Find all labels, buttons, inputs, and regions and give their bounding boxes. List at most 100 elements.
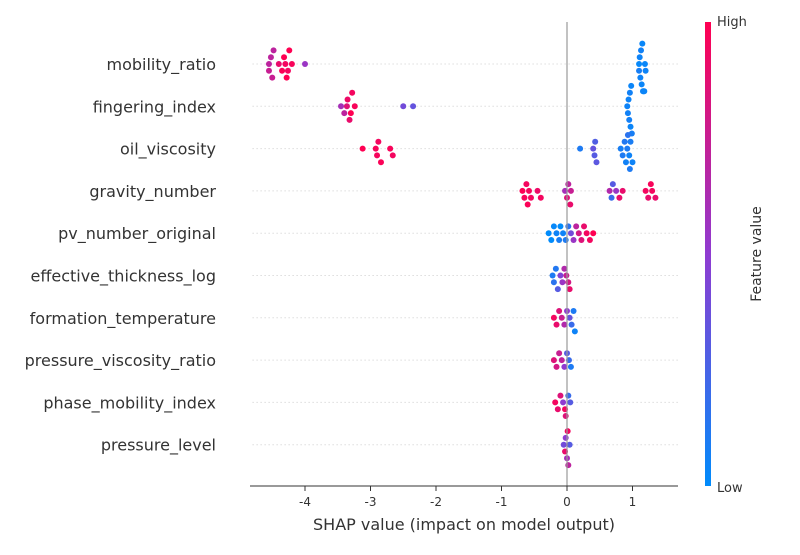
shap-point xyxy=(641,88,648,95)
shap-point xyxy=(519,187,526,194)
shap-point xyxy=(609,181,616,188)
shap-point xyxy=(563,272,570,279)
feature-label: fingering_index xyxy=(93,97,216,117)
shap-point xyxy=(591,152,598,159)
shap-point xyxy=(639,40,646,47)
shap-point xyxy=(647,181,654,188)
feature-label: oil_viscosity xyxy=(120,140,216,160)
shap-point xyxy=(622,159,629,166)
shap-point xyxy=(566,314,573,321)
shap-point xyxy=(565,392,572,399)
shap-point xyxy=(573,223,580,230)
shap-point xyxy=(302,61,308,67)
shap-point xyxy=(638,81,645,88)
shap-point xyxy=(652,194,659,201)
shap-point xyxy=(279,67,286,74)
x-axis: -4 -3 -2 -1 0 1 xyxy=(250,485,678,509)
x-tick-label: 0 xyxy=(563,495,571,509)
feature-label: gravity_number xyxy=(89,182,216,202)
shap-point xyxy=(592,138,599,145)
shap-point xyxy=(617,145,624,152)
shap-point xyxy=(286,47,293,54)
shap-point xyxy=(624,132,631,138)
shap-point xyxy=(645,194,652,201)
shap-point xyxy=(575,230,582,237)
shap-point xyxy=(558,314,565,321)
feature-label: mobility_ratio xyxy=(107,55,217,75)
shap-point xyxy=(557,223,564,230)
shap-point xyxy=(562,434,569,441)
shap-point xyxy=(586,237,593,243)
shap-point xyxy=(556,237,563,243)
shap-point xyxy=(554,406,561,413)
shap-point xyxy=(624,103,631,110)
shap-point xyxy=(265,67,272,74)
shap-point xyxy=(552,399,559,406)
feature-label: phase_mobility_index xyxy=(43,393,216,413)
shap-point xyxy=(649,187,656,194)
shap-point xyxy=(338,103,345,110)
shap-point xyxy=(642,67,649,74)
shap-point xyxy=(624,110,631,117)
shap-point xyxy=(400,103,407,110)
shap-point xyxy=(549,272,556,279)
shap-point xyxy=(347,110,354,117)
shap-point xyxy=(534,187,541,194)
x-tick-label: -2 xyxy=(430,495,442,509)
feature-label: pv_number_original xyxy=(58,224,216,244)
shap-point xyxy=(377,159,384,166)
shap-point xyxy=(282,61,289,67)
shap-point xyxy=(410,103,417,110)
shap-point xyxy=(269,74,276,81)
shap-point xyxy=(565,462,572,469)
shap-point xyxy=(627,138,634,145)
shap-point xyxy=(567,399,574,406)
shap-point xyxy=(281,54,288,61)
shap-point xyxy=(550,357,557,364)
shap-point xyxy=(570,237,577,243)
shap-point xyxy=(275,61,282,67)
shap-point xyxy=(578,237,585,243)
colorbar-high-label: High xyxy=(717,15,747,30)
shap-point xyxy=(556,308,563,314)
shap-point xyxy=(341,110,348,117)
shap-point xyxy=(558,357,565,364)
shap-point xyxy=(270,47,277,54)
shap-point xyxy=(560,441,567,448)
feature-label: pressure_level xyxy=(101,436,216,456)
shap-point xyxy=(344,96,351,103)
shap-point xyxy=(593,159,600,166)
shap-point xyxy=(553,363,560,370)
shap-point xyxy=(619,187,626,194)
shap-points xyxy=(265,40,659,469)
shap-point xyxy=(359,145,366,152)
shap-point xyxy=(372,145,379,152)
shap-point xyxy=(624,145,631,152)
shap-point xyxy=(567,230,574,237)
shap-point xyxy=(626,166,633,172)
shap-point xyxy=(267,54,274,61)
shap-point xyxy=(565,279,572,286)
x-axis-title: SHAP value (impact on model output) xyxy=(313,515,615,534)
shap-point xyxy=(565,223,572,230)
shap-point xyxy=(553,321,560,328)
shap-point xyxy=(571,328,578,335)
shap-point xyxy=(526,187,533,194)
x-tick-label: 1 xyxy=(629,495,637,509)
shap-point xyxy=(560,399,567,406)
shap-point xyxy=(537,194,544,201)
colorbar-gradient xyxy=(705,22,711,486)
feature-label: formation_temperature xyxy=(30,309,216,329)
shap-point xyxy=(577,145,584,152)
shap-point xyxy=(284,67,291,74)
shap-point xyxy=(590,145,597,152)
shap-point xyxy=(552,265,559,272)
shap-point xyxy=(554,286,561,293)
shap-point xyxy=(565,181,572,188)
shap-point xyxy=(625,96,632,103)
shap-point xyxy=(288,61,295,67)
shap-point xyxy=(561,363,568,370)
shap-point xyxy=(619,152,626,159)
